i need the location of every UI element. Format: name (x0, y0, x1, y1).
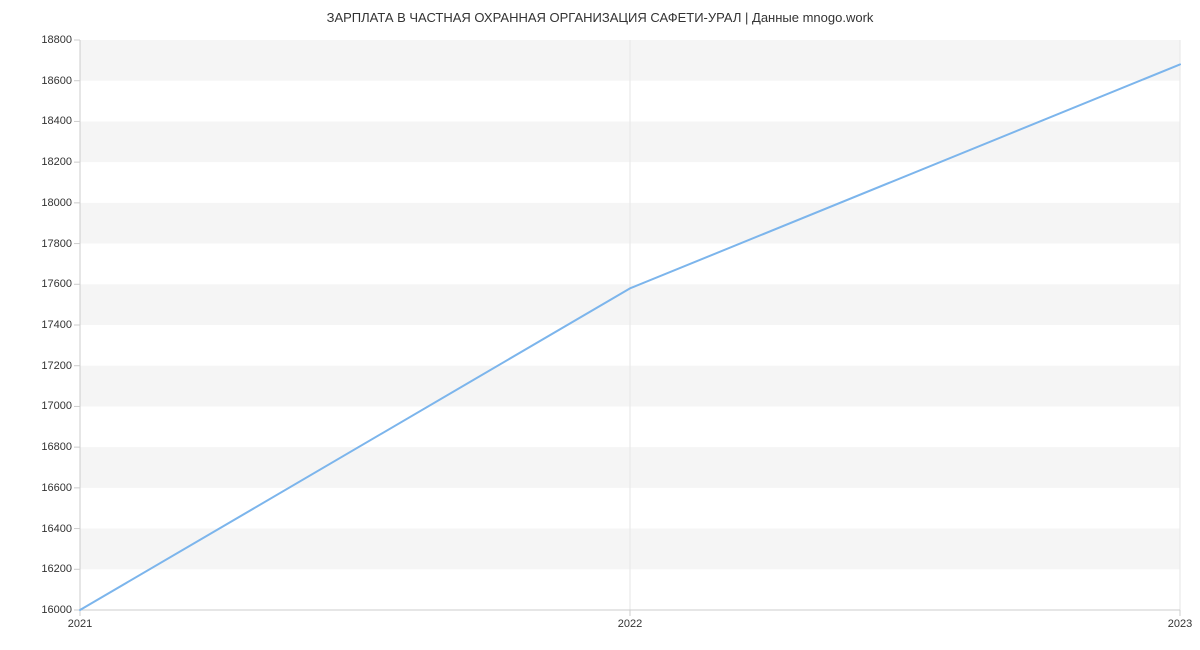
y-tick-label: 17600 (12, 278, 72, 290)
x-tick-label: 2023 (1168, 618, 1192, 630)
y-tick-label: 18000 (12, 197, 72, 209)
y-tick-label: 16200 (12, 563, 72, 575)
y-tick-label: 16000 (12, 604, 72, 616)
y-tick-label: 18200 (12, 156, 72, 168)
y-tick-label: 16400 (12, 523, 72, 535)
y-tick-label: 17400 (12, 319, 72, 331)
x-tick-label: 2021 (68, 618, 92, 630)
y-tick-label: 18800 (12, 34, 72, 46)
y-tick-label: 18600 (12, 75, 72, 87)
x-tick-label: 2022 (618, 618, 642, 630)
y-tick-label: 17800 (12, 238, 72, 250)
y-tick-label: 16600 (12, 482, 72, 494)
y-tick-label: 18400 (12, 115, 72, 127)
y-tick-label: 17200 (12, 360, 72, 372)
y-tick-label: 17000 (12, 400, 72, 412)
chart-svg (0, 0, 1200, 650)
chart-container: 16000 16200 16400 16600 16800 17000 17200 17400… (0, 0, 1200, 650)
y-tick-label: 16800 (12, 441, 72, 453)
